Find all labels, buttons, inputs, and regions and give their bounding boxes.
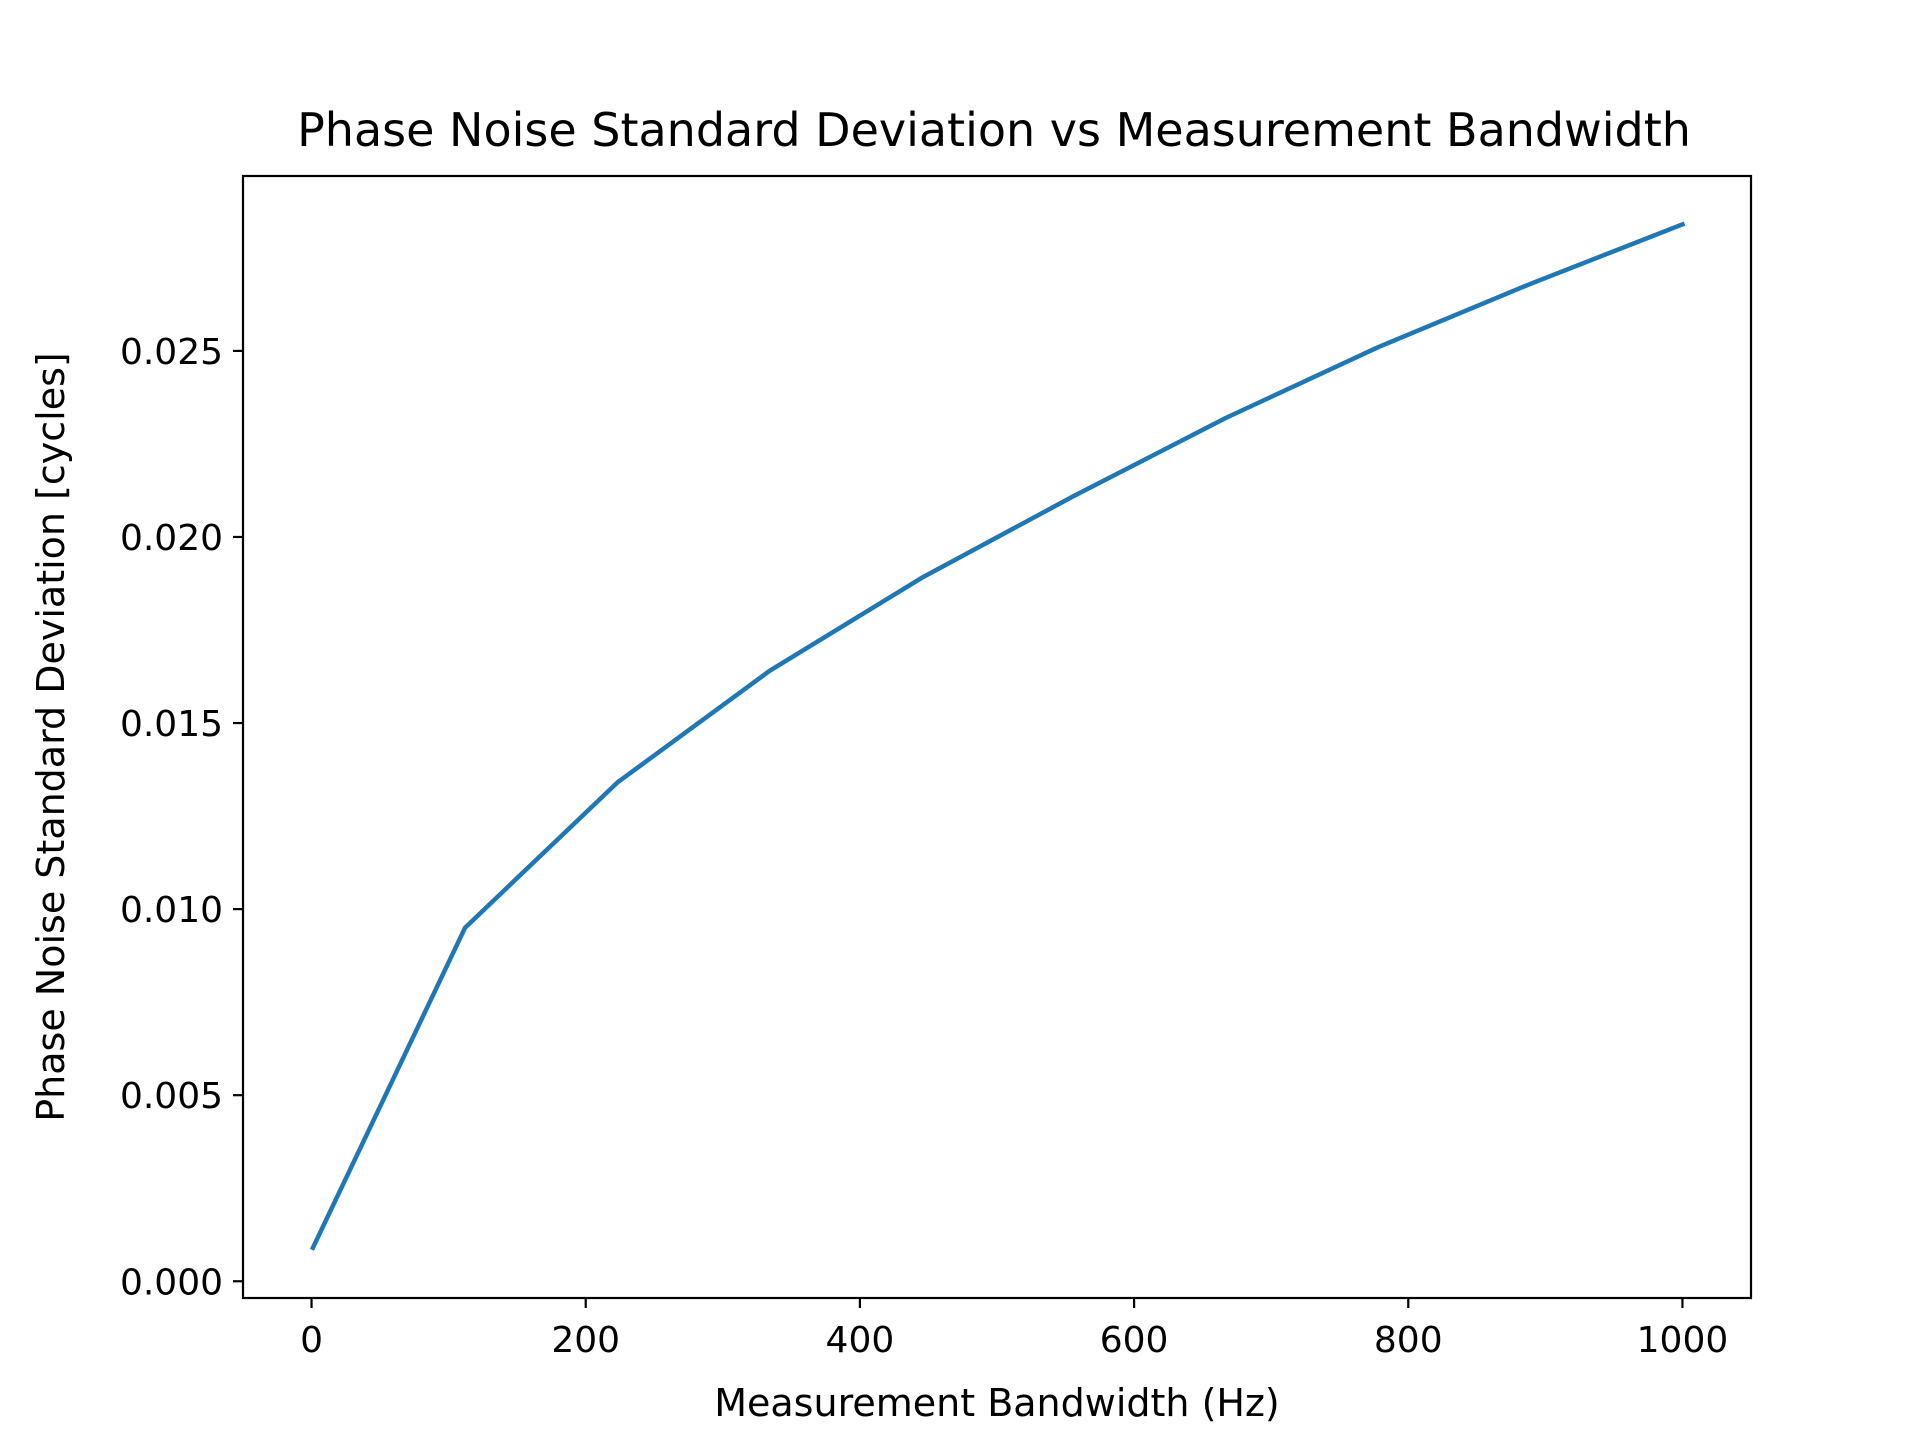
x-tick-label: 600 (1100, 1320, 1169, 1361)
plot-background (243, 176, 1751, 1298)
y-axis-label: Phase Noise Standard Deviation [cycles] (29, 352, 73, 1121)
series-line (309, 221, 1686, 1251)
plot-frame (241, 174, 1753, 1300)
y-tick-label: 0.025 (120, 332, 223, 373)
x-tick-label: 800 (1374, 1320, 1443, 1361)
y-tick-label: 0.005 (120, 1076, 223, 1117)
y-tick-label: 0.020 (120, 518, 223, 559)
x-axis-label: Measurement Bandwidth (Hz) (714, 1381, 1280, 1425)
x-tick-label: 200 (551, 1320, 620, 1361)
y-tick-label: 0.000 (120, 1262, 223, 1303)
x-tick-label: 0 (300, 1320, 323, 1361)
x-tick-label: 400 (826, 1320, 895, 1361)
y-tick-label: 0.010 (120, 890, 223, 931)
x-axis: 0 200 400 600 800 1000 (300, 1298, 1728, 1361)
chart-title: Phase Noise Standard Deviation vs Measur… (297, 103, 1691, 157)
y-axis: 0.000 0.005 0.010 0.015 0.020 0.025 (120, 332, 243, 1303)
y-tick-label: 0.015 (120, 704, 223, 745)
plot-area (243, 176, 1751, 1298)
x-tick-label: 1000 (1637, 1320, 1729, 1361)
